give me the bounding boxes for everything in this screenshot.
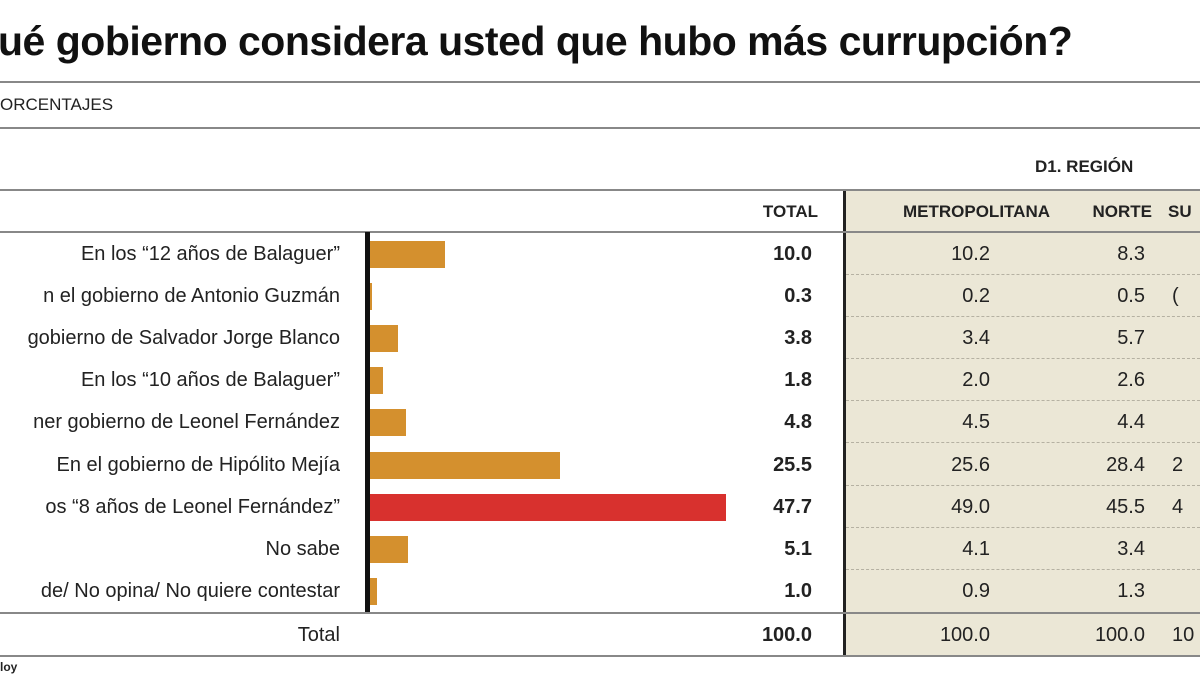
col-header-norte: NORTE: [1092, 202, 1153, 221]
total-value: 5.1: [784, 537, 812, 560]
table-row: En los “12 años de Balaguer” 10.0 10.2 8.3: [0, 233, 1200, 275]
norte-value: 2.6: [1117, 369, 1145, 392]
divider: [0, 127, 1200, 129]
total-value: 3.8: [784, 327, 812, 350]
norte-value: 4.4: [1117, 411, 1145, 434]
total-label: Total: [297, 624, 340, 646]
sur-value: (: [1172, 285, 1179, 308]
row-divider: [846, 484, 1200, 486]
metropolitana-value: 3.4: [962, 327, 990, 350]
col-header-total: TOTAL: [762, 202, 818, 221]
col-header-metropolitana: METROPOLITANA: [902, 202, 1050, 221]
total-value: 1.8: [784, 369, 812, 392]
total-value: 1.0: [784, 579, 812, 602]
norte-value: 3.4: [1117, 537, 1145, 560]
row-divider: [846, 316, 1200, 318]
metropolitana-value: 4.5: [962, 411, 990, 434]
row-divider: [846, 274, 1200, 275]
norte-value: 45.5: [1106, 495, 1145, 518]
bar-axis: [365, 232, 370, 612]
metropolitana-value: 0.9: [962, 579, 990, 602]
total-value: 10.0: [773, 243, 812, 265]
metropolitana-value: 10.2: [951, 243, 990, 265]
bar: [370, 241, 445, 268]
row-divider: [846, 358, 1200, 360]
metropolitana-value: 0.2: [962, 285, 990, 308]
metropolitana-value: 4.1: [962, 537, 990, 560]
col-header-sur: SU: [1168, 202, 1192, 221]
row-label: os “8 años de Leonel Fernández”: [45, 495, 340, 518]
sur-value: 2: [1172, 453, 1184, 476]
row-label: n el gobierno de Antonio Guzmán: [43, 285, 340, 308]
bar: [370, 451, 561, 479]
metropolitana-value: 2.0: [962, 369, 990, 392]
table-row: os “8 años de Leonel Fernández” 47.7 49.0 4…: [0, 486, 1200, 528]
region-header: D1. REGIÓN: [1035, 157, 1134, 176]
bar: [370, 367, 384, 395]
total-value: 0.3: [784, 285, 812, 308]
divider: [0, 612, 1200, 614]
total-value: 100.0: [761, 624, 812, 646]
page-title: ué gobierno considera usted que hubo más…: [0, 18, 1073, 64]
row-label: de/ No opina/ No quiere contestar: [40, 579, 340, 602]
row-label: No sabe: [265, 537, 341, 560]
table-row: En el gobierno de Hipólito Mejía 25.5 25.6…: [0, 444, 1200, 486]
row-divider: [846, 568, 1200, 570]
divider: [0, 189, 1200, 191]
row-label: En los “12 años de Balaguer”: [80, 243, 340, 265]
row-label: gobierno de Salvador Jorge Blanco: [27, 327, 340, 350]
bar: [370, 325, 399, 353]
subtitle: ORCENTAJES: [0, 95, 114, 114]
total-row: Total 100.0 100.0 100.0 10: [0, 614, 1200, 656]
norte-value: 8.3: [1117, 243, 1145, 265]
total-norte: 100.0: [1094, 624, 1145, 646]
metropolitana-value: 49.0: [951, 495, 990, 518]
total-value: 47.7: [773, 495, 812, 518]
bar: [370, 493, 726, 521]
table-row: No sabe 5.1 4.1 3.4: [0, 528, 1200, 570]
bar: [370, 535, 409, 563]
bar: [370, 409, 406, 437]
row-divider: [846, 442, 1200, 444]
norte-value: 28.4: [1106, 453, 1145, 476]
row-label: En el gobierno de Hipólito Mejía: [56, 453, 340, 476]
norte-value: 5.7: [1117, 327, 1145, 350]
total-metropolitana: 100.0: [939, 624, 990, 646]
table-row: n el gobierno de Antonio Guzmán 0.3 0.2 0.5…: [0, 275, 1200, 318]
table-row: de/ No opina/ No quiere contestar 1.0 0.9 1…: [0, 570, 1200, 612]
table-row: En los “10 años de Balaguer” 1.8 2.0 2.6: [0, 359, 1200, 402]
total-value: 25.5: [773, 453, 812, 476]
row-divider: [846, 526, 1200, 528]
table-row: ner gobierno de Leonel Fernández 4.8 4.5 4.…: [0, 401, 1200, 444]
norte-value: 1.3: [1117, 579, 1145, 602]
total-value: 4.8: [784, 411, 812, 434]
row-label: En los “10 años de Balaguer”: [80, 369, 340, 392]
row-label: ner gobierno de Leonel Fernández: [33, 411, 340, 434]
total-sur: 10: [1172, 624, 1195, 646]
divider: [0, 81, 1200, 83]
region-panel: [843, 190, 1200, 655]
sur-value: 4: [1172, 495, 1184, 518]
bar: [370, 577, 378, 605]
table-row: gobierno de Salvador Jorge Blanco 3.8 3.4 5…: [0, 317, 1200, 360]
divider: [0, 655, 1200, 657]
metropolitana-value: 25.6: [951, 453, 990, 476]
norte-value: 0.5: [1117, 285, 1145, 308]
row-divider: [846, 400, 1200, 402]
source: loy: [0, 660, 18, 674]
bar: [370, 283, 373, 311]
divider: [0, 231, 1200, 233]
